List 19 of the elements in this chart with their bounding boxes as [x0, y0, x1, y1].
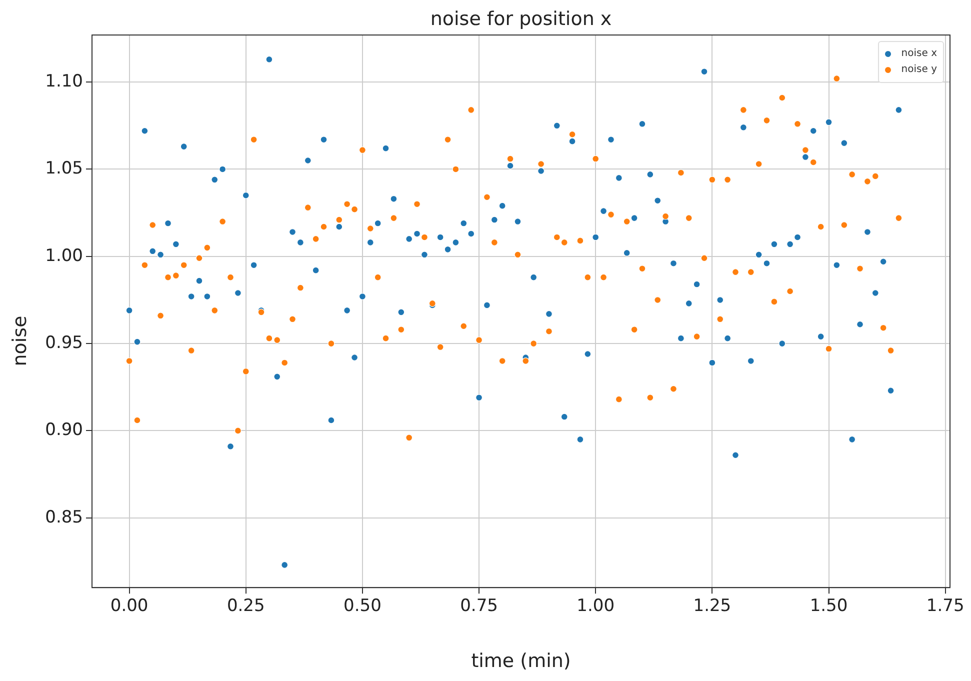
- x-tick-label: 1.75: [926, 596, 964, 616]
- x-tick-label: 1.50: [810, 596, 848, 616]
- y-tick-label: 1.00: [45, 246, 83, 266]
- legend-label: noise y: [901, 63, 937, 77]
- x-tick-label: 0.75: [460, 596, 498, 616]
- y-tick-label: 0.90: [45, 420, 83, 440]
- legend-label: noise x: [901, 47, 937, 61]
- x-axis-title: time (min): [470, 650, 572, 672]
- y-axis-title: noise: [9, 314, 31, 368]
- y-tick-label: 1.10: [45, 71, 83, 92]
- x-tick-label: 0.00: [110, 596, 148, 616]
- x-tick-label: 1.00: [576, 596, 615, 616]
- chart-title: noise for position x: [429, 8, 613, 30]
- y-tick-label: 0.85: [45, 507, 83, 528]
- x-tick-label: 1.25: [693, 596, 732, 616]
- y-tick-label: 0.95: [45, 332, 83, 353]
- x-tick-label: 0.25: [226, 596, 265, 616]
- y-tick-label: 1.05: [45, 158, 83, 179]
- x-tick-label: 0.50: [344, 596, 382, 616]
